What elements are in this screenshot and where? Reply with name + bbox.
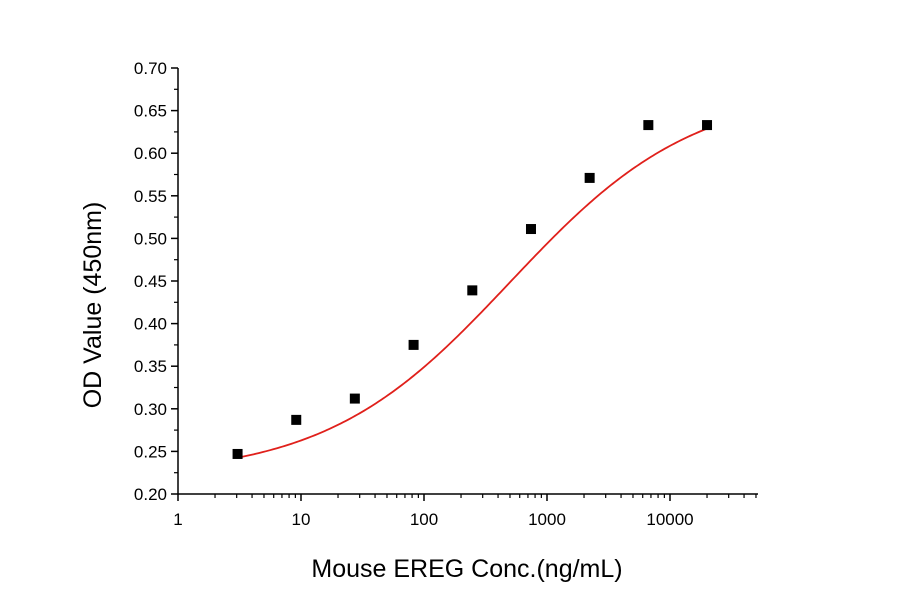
y-tick-label: 0.60 <box>134 144 167 163</box>
data-point <box>643 120 654 131</box>
x-axis-title: Mouse EREG Conc.(ng/mL) <box>311 555 622 583</box>
y-tick-label: 0.65 <box>134 102 167 121</box>
data-point <box>291 414 302 425</box>
axes: 1 10 100 1000 10000 0.20 0.25 0.30 0.35 0.40 0.45 0… <box>134 59 758 529</box>
x-tick-label: 10000 <box>646 510 693 529</box>
data-point <box>584 172 595 183</box>
y-axis-title: OD Value (450nm) <box>79 202 107 409</box>
data-point <box>702 120 713 131</box>
y-tick-label: 0.45 <box>134 272 167 291</box>
fit-curve-layer <box>237 127 708 459</box>
x-tick-label: 10 <box>292 510 311 529</box>
y-tick-label: 0.40 <box>134 315 167 334</box>
x-tick-label: 100 <box>410 510 438 529</box>
data-point <box>467 285 478 296</box>
y-tick-label: 0.35 <box>134 357 167 376</box>
fit-curve <box>237 127 708 459</box>
y-tick-label: 0.20 <box>134 485 167 504</box>
y-tick-label: 0.30 <box>134 400 167 419</box>
y-tick-label: 0.70 <box>134 59 167 78</box>
x-tick-label: 1 <box>173 510 182 529</box>
data-point <box>232 448 243 459</box>
x-tick-label: 1000 <box>528 510 566 529</box>
y-tick-label: 0.50 <box>134 229 167 248</box>
data-point <box>408 339 419 350</box>
y-tick-label: 0.55 <box>134 187 167 206</box>
data-point <box>349 393 360 404</box>
data-points-layer <box>232 120 713 459</box>
data-point <box>525 224 536 235</box>
y-tick-label: 0.25 <box>134 442 167 461</box>
